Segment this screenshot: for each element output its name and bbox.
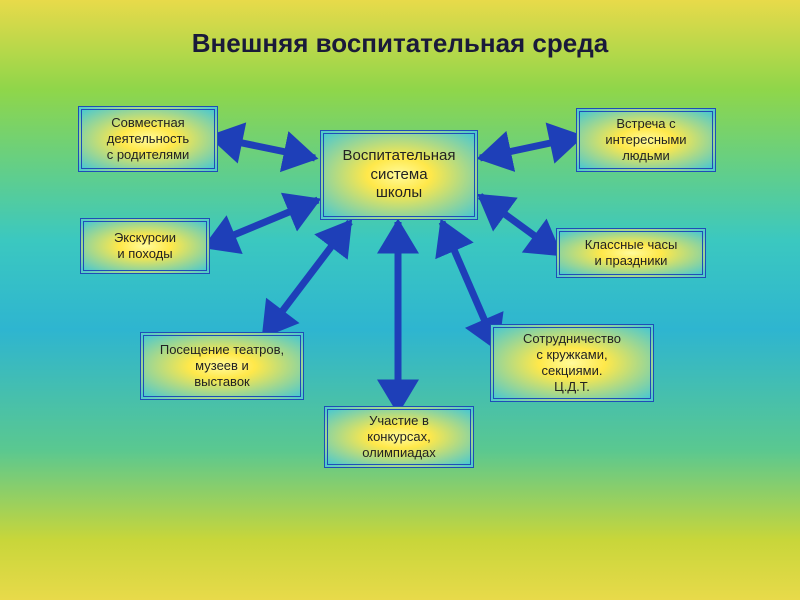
outer-node-n1: Совместнаядеятельностьс родителями [78,106,218,172]
double-arrow [480,138,574,158]
double-arrow [442,222,494,342]
center-node: Воспитательнаясистемашколы [320,130,478,220]
double-arrow [480,196,554,250]
outer-node-n4: Участие вконкурсах,олимпиадах [324,406,474,468]
outer-node-n3: Посещение театров,музеев ивыставок [140,332,304,400]
page-title: Внешняя воспитательная среда [0,28,800,59]
outer-node-n5: Сотрудничествос кружками,секциями.Ц.Д.Т. [490,324,654,402]
outer-node-n7: Встреча синтереснымилюдьми [576,108,716,172]
arrows-layer [0,0,800,600]
double-arrow [212,200,318,244]
outer-node-n2: Экскурсиии походы [80,218,210,274]
double-arrow [268,222,350,330]
outer-node-n6: Классные часыи праздники [556,228,706,278]
double-arrow [218,138,315,158]
